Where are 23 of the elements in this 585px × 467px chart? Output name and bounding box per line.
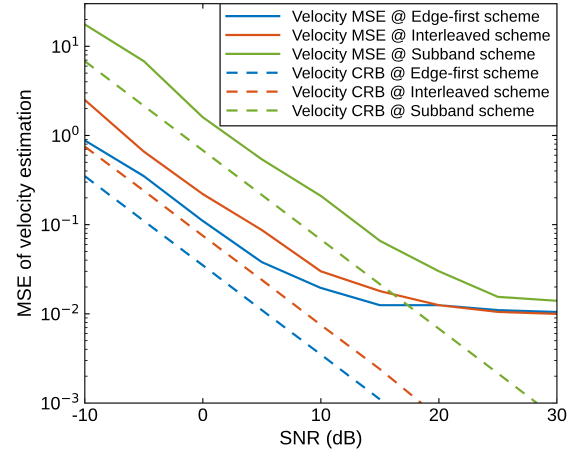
x-tick-label: 10 (312, 408, 330, 422)
x-axis-title: SNR (dB) (280, 430, 362, 448)
legend-label: Velocity MSE @ Subband scheme (292, 48, 535, 63)
x-tick-label: -10 (72, 408, 98, 422)
legend-label: Velocity MSE @ Edge-first scheme (292, 10, 540, 26)
y-tick-label: 10$^{0}$ (52, 126, 79, 142)
y-tick-label: 10$^{1}$ (52, 36, 78, 53)
y-axis-title: MSE of velocity estimation (16, 90, 35, 316)
x-tick-label: 20 (430, 408, 448, 422)
line-series (84, 23, 557, 302)
x-tick-label: 30 (548, 408, 566, 422)
legend-label: Velocity CRB @ Interleaved scheme (292, 86, 549, 101)
y-tick-label: 10$^{−3}$ (42, 393, 78, 410)
line-series (84, 139, 557, 314)
line-series (84, 146, 422, 404)
line-series (84, 175, 381, 400)
line-series (84, 98, 557, 315)
y-tick-label: 10$^{−2}$ (42, 304, 78, 320)
legend-label: Velocity MSE @ Interleaved scheme (292, 29, 550, 44)
y-tick-label: 10$^{−1}$ (42, 214, 78, 232)
legend-label: Velocity CRB @ Edge-first scheme (292, 66, 538, 82)
legend-label: Velocity CRB @ Subband scheme (292, 104, 534, 120)
x-tick-label: 0 (198, 408, 208, 422)
